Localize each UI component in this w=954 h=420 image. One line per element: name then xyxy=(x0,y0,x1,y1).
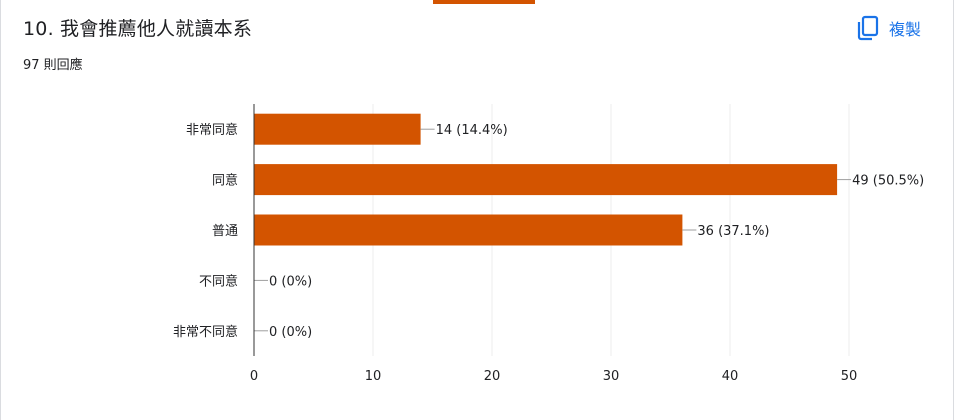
copy-icon xyxy=(857,15,879,41)
copy-label: 複製 xyxy=(888,20,921,39)
category-label-2: 普通 xyxy=(212,224,238,239)
x-tick-label-50: 50 xyxy=(841,369,858,384)
data-label-3: 0 (0%) xyxy=(269,274,312,289)
x-tick-label-30: 30 xyxy=(603,369,620,384)
x-tick-label-10: 10 xyxy=(365,369,382,384)
x-tick-label-40: 40 xyxy=(722,369,739,384)
data-label-1: 49 (50.5%) xyxy=(852,174,924,189)
copy-button[interactable]: 複製 xyxy=(857,12,921,44)
question-title: 10. 我會推薦他人就讀本系 xyxy=(23,18,253,40)
bar-1 xyxy=(254,164,838,196)
data-label-0: 14 (14.4%) xyxy=(436,123,508,138)
category-label-1: 同意 xyxy=(212,173,238,189)
bar-2 xyxy=(254,214,683,246)
x-tick-label-20: 20 xyxy=(484,369,501,384)
data-label-4: 0 (0%) xyxy=(269,325,312,340)
bar-0 xyxy=(254,113,421,145)
category-label-4: 非常不同意 xyxy=(173,324,238,340)
category-label-3: 不同意 xyxy=(199,273,238,289)
category-label-0: 非常同意 xyxy=(186,122,238,138)
x-tick-label-0: 0 xyxy=(250,369,258,384)
top-accent-strip xyxy=(433,0,535,4)
data-label-2: 36 (37.1%) xyxy=(697,224,769,239)
response-count: 97 則回應 xyxy=(23,58,83,73)
